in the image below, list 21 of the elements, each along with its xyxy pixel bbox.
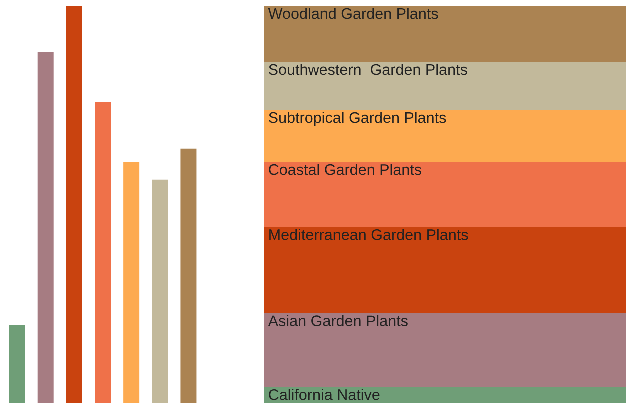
bar: [264, 62, 626, 110]
series-label: California Native: [269, 389, 380, 400]
bar: [38, 52, 54, 403]
bar: [264, 387, 626, 403]
bar: [264, 6, 626, 62]
series-label: Woodland Garden Plants: [268, 8, 438, 20]
bar: [9, 325, 26, 403]
bar: [264, 110, 626, 162]
bar: [264, 227, 626, 314]
bar: [66, 6, 82, 403]
bar: [180, 148, 197, 403]
bar: [264, 162, 626, 228]
series-label: Southwestern Garden Plants: [269, 64, 468, 76]
bar: [124, 162, 140, 403]
series-label: Asian Garden Plants: [268, 315, 408, 326]
series-label: Mediterranean Garden Plants: [270, 229, 468, 240]
bar: [152, 180, 168, 403]
series-label: Coastal Garden Plants: [269, 164, 422, 176]
bar: [264, 313, 626, 388]
bar: [95, 102, 111, 403]
series-label: Subtropical Garden Plants: [269, 112, 446, 126]
